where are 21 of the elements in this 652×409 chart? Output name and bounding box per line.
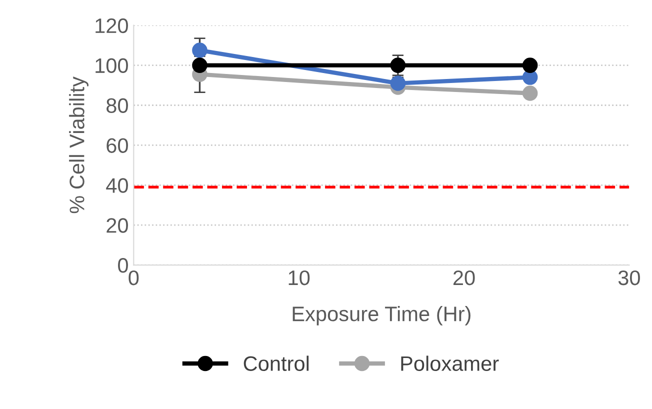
point xyxy=(390,76,406,91)
y-tick-label: 120 xyxy=(96,18,128,34)
y-tick-label: 40 xyxy=(106,178,128,193)
y-axis-title: % Cell Viability xyxy=(69,76,88,214)
x-tick-label: 0 xyxy=(128,270,139,286)
y-tick-label: 0 xyxy=(118,258,128,273)
point xyxy=(522,86,538,101)
point xyxy=(192,58,208,73)
point xyxy=(522,58,538,73)
x-tick-label: 20 xyxy=(453,270,475,286)
legend-label: Control xyxy=(244,356,309,371)
x-tick-label: 10 xyxy=(288,270,310,286)
legend-label: Poloxamer xyxy=(401,356,499,371)
y-tick-label: 80 xyxy=(106,98,128,114)
point xyxy=(192,42,208,58)
y-tick-label: 20 xyxy=(106,218,128,233)
point xyxy=(390,58,406,73)
y-tick-label: 100 xyxy=(96,58,128,74)
x-tick-label: 30 xyxy=(618,270,640,286)
y-tick-label: 60 xyxy=(106,138,128,153)
x-axis-title: Exposure Time (Hr) xyxy=(292,306,470,326)
